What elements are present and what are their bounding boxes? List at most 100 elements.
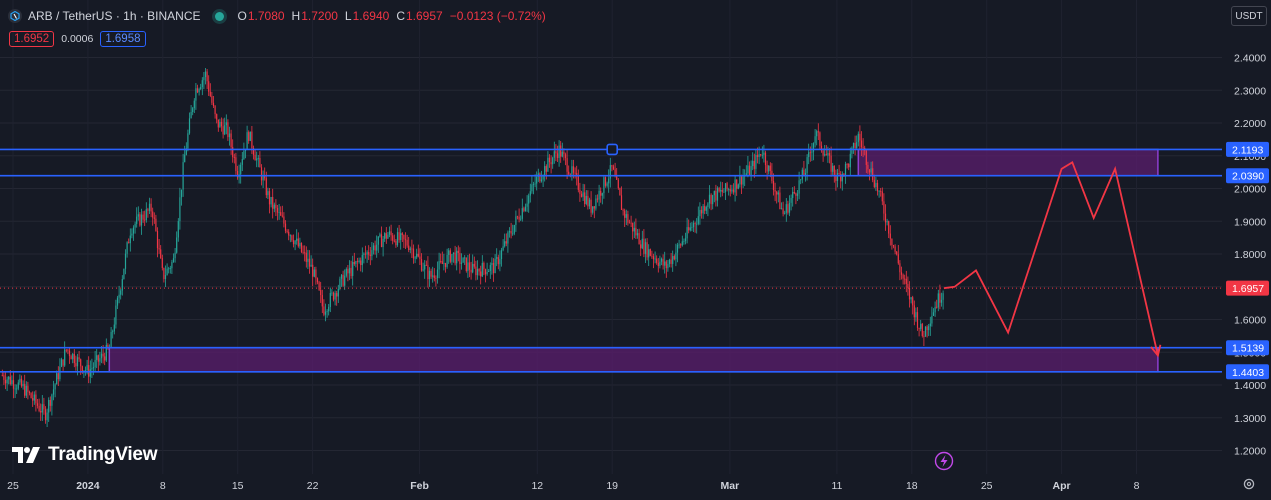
candle-body bbox=[321, 295, 323, 307]
candle-body bbox=[323, 306, 325, 315]
level-anchor-handle[interactable] bbox=[606, 143, 619, 156]
candle-body bbox=[265, 178, 267, 196]
candle-body bbox=[660, 258, 663, 262]
last-price-tag: 1.6957 bbox=[1232, 283, 1264, 295]
candle-body bbox=[656, 258, 658, 263]
candle-body bbox=[417, 253, 419, 257]
candle-body bbox=[408, 245, 410, 250]
candle-body bbox=[806, 157, 808, 173]
candle-body bbox=[294, 240, 296, 245]
open-key: O bbox=[237, 9, 247, 23]
candle-body bbox=[254, 154, 256, 161]
candle-body bbox=[380, 234, 383, 248]
candle-body bbox=[504, 241, 506, 247]
candle-body bbox=[419, 256, 421, 260]
candle-body bbox=[411, 248, 413, 250]
level-price-tag-bg bbox=[1226, 168, 1269, 184]
candle-body bbox=[40, 411, 42, 413]
y-tick-label: 2.0000 bbox=[1234, 184, 1266, 196]
candle-body bbox=[547, 157, 549, 172]
candle-body bbox=[334, 293, 336, 300]
candle-body bbox=[81, 366, 83, 373]
candle-body bbox=[233, 157, 235, 158]
candle-body bbox=[683, 241, 685, 242]
candle-body bbox=[750, 166, 752, 176]
candle-body bbox=[433, 275, 435, 278]
level-price-tag-bg bbox=[1226, 364, 1269, 380]
symbol-title[interactable]: ARB / TetherUS · 1h · BINANCE bbox=[28, 9, 201, 23]
y-axis[interactable]: 2.40002.30002.20002.10002.00001.90001.80… bbox=[1226, 53, 1269, 458]
candle-body bbox=[848, 163, 850, 168]
market-status-icon bbox=[214, 11, 224, 21]
candle-body bbox=[459, 253, 461, 264]
candle-body bbox=[513, 224, 515, 234]
candle-body bbox=[940, 299, 943, 303]
candle-body bbox=[649, 249, 651, 256]
candle-body bbox=[320, 289, 322, 296]
candle-body bbox=[400, 233, 402, 241]
projection-path[interactable] bbox=[943, 160, 1159, 356]
candle-body bbox=[300, 242, 303, 252]
candle-body bbox=[822, 150, 824, 156]
candle-body bbox=[819, 132, 821, 146]
candle-body bbox=[817, 131, 819, 133]
candle-body bbox=[638, 233, 640, 245]
x-axis[interactable]: 25 2024 8 15 22 Feb 12 19 Mar 11 18 25 Apr 8 bbox=[7, 480, 1139, 492]
sell-price-button[interactable]: 1.6952 bbox=[9, 31, 55, 47]
candle-body bbox=[456, 250, 458, 264]
candle-body bbox=[889, 233, 891, 239]
candle-body bbox=[177, 221, 179, 238]
candle-body bbox=[184, 154, 186, 163]
candle-body bbox=[310, 264, 312, 267]
candle-body bbox=[206, 71, 208, 82]
candle-body bbox=[385, 233, 387, 239]
candle-body bbox=[180, 189, 183, 198]
candle-body bbox=[80, 359, 82, 367]
candle-body bbox=[580, 193, 583, 197]
candle-body bbox=[723, 191, 725, 193]
candle-body bbox=[340, 274, 343, 279]
candle-body bbox=[603, 177, 605, 194]
candle-body bbox=[609, 165, 611, 179]
buy-price-button[interactable]: 1.6958 bbox=[100, 31, 146, 47]
candle-body bbox=[225, 122, 227, 126]
candle-body bbox=[88, 365, 90, 377]
candle-body bbox=[838, 173, 840, 175]
candle-body bbox=[648, 249, 650, 258]
candle-body bbox=[843, 173, 845, 176]
candle-body bbox=[348, 267, 351, 274]
candle-body bbox=[553, 151, 555, 158]
candle-body bbox=[696, 223, 698, 225]
candle-body bbox=[140, 214, 143, 226]
currency-button[interactable]: USDT bbox=[1231, 6, 1267, 26]
candle-body bbox=[793, 191, 795, 194]
candle-body bbox=[427, 265, 429, 280]
candle-body bbox=[257, 158, 259, 159]
candle-body bbox=[934, 306, 936, 313]
candle-body bbox=[520, 218, 522, 220]
candle-body bbox=[875, 182, 877, 188]
close-value: 1.6957 bbox=[405, 9, 443, 23]
candle-body bbox=[844, 163, 847, 176]
candle-body bbox=[742, 176, 744, 185]
gear-icon[interactable] bbox=[1242, 477, 1256, 491]
candle-body bbox=[699, 209, 701, 217]
candle-body bbox=[371, 250, 373, 257]
candle-body bbox=[892, 244, 895, 247]
candle-body bbox=[684, 238, 687, 242]
candle-body bbox=[928, 326, 930, 331]
candle-body bbox=[284, 223, 287, 231]
candle-body bbox=[908, 288, 911, 300]
candle-body bbox=[902, 274, 904, 279]
candle-body bbox=[292, 240, 295, 245]
candle-body bbox=[392, 235, 394, 241]
candle-body bbox=[886, 221, 888, 223]
candle-body bbox=[22, 383, 24, 387]
lightning-icon[interactable] bbox=[934, 451, 954, 471]
candle-body bbox=[523, 208, 525, 212]
candle-body bbox=[220, 121, 223, 127]
candle-body bbox=[736, 179, 738, 189]
